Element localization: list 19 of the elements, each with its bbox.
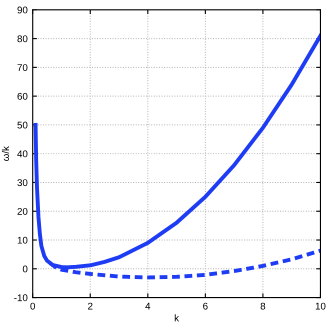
y-tick-label: 50 [17, 122, 28, 129]
y-tick-label: 20 [18, 208, 28, 215]
x-tick-label: 4 [145, 302, 150, 310]
x-tick-label: 2 [88, 302, 92, 310]
x-tick-label: 10 [316, 302, 326, 310]
x-tick-label: 6 [203, 302, 208, 310]
y-tick-label: 0 [22, 266, 28, 272]
y-tick-label: 10 [18, 236, 28, 244]
x-tick-label: 8 [260, 302, 266, 310]
x-tick-label: 0 [30, 302, 36, 310]
y-tick-label: 80 [17, 35, 28, 42]
y-axis-title: ω/k [2, 146, 10, 161]
x-axis-title: k [174, 314, 180, 322]
y-tick-label: 30 [17, 179, 28, 186]
y-tick-label: -10 [14, 294, 28, 302]
y-tick-label: 60 [18, 92, 28, 100]
y-tick-label: 70 [18, 64, 28, 71]
y-tick-label: 90 [17, 6, 28, 14]
y-tick-label: 40 [17, 150, 28, 158]
